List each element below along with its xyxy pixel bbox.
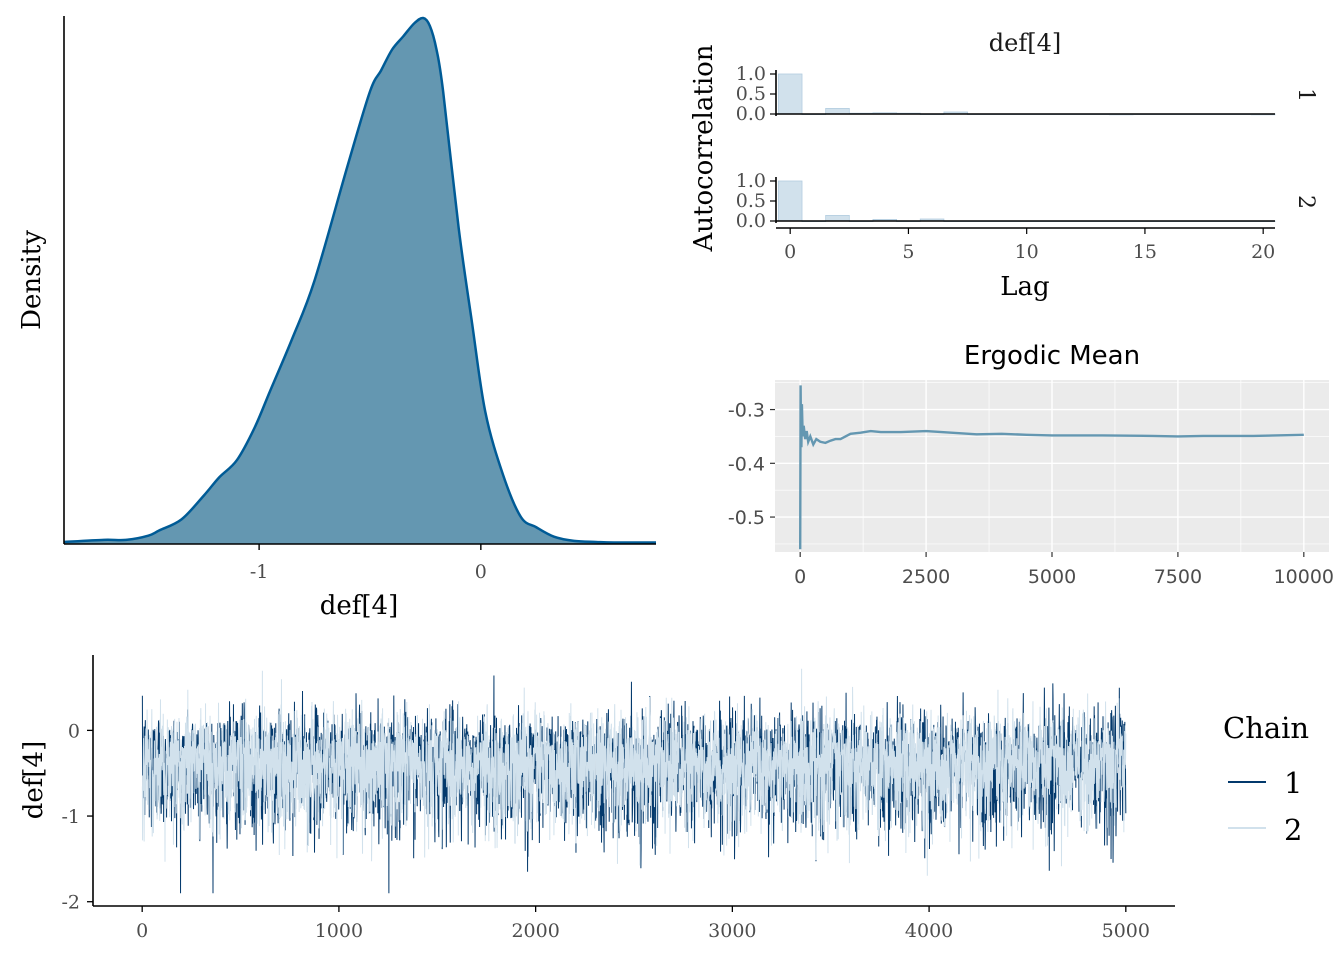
trace-x-tick-label: 1000: [315, 920, 363, 942]
trace-legend: Chain 1 2: [1223, 711, 1309, 847]
acf-y-tick-label: 1.0: [736, 63, 766, 85]
ergodic-x-tick-label: 2500: [902, 566, 950, 588]
ergodic-x-tick-label: 5000: [1028, 566, 1076, 588]
legend-label-chain-2: 2: [1284, 813, 1302, 847]
trace-panel: 0 1000 2000 3000 4000 5000 0 -1 -2 def[4] Chain …: [19, 655, 1309, 942]
ergodic-y-tick-label: -0.4: [728, 453, 765, 475]
acf-x-tick-label: 10: [1015, 241, 1039, 263]
acf-x-label: Lag: [1000, 272, 1049, 302]
ergodic-y-tick-label: -0.5: [728, 507, 765, 529]
trace-y-tick-label: -2: [61, 892, 80, 914]
ergodic-mean-line: [799, 385, 1304, 550]
density-y-label: Density: [17, 230, 47, 330]
trace-x-tick-label: 4000: [905, 920, 953, 942]
legend-label-chain-1: 1: [1284, 766, 1302, 800]
density-x-label: def[4]: [320, 591, 398, 621]
acf-y-tick-label: 0.5: [736, 83, 766, 105]
acf-facet-chain-1: 0.00.51.0 1: [736, 63, 1318, 125]
acf-x-tick-label: 20: [1251, 241, 1275, 263]
acf-facet-chain-2: 0.00.51.0 2: [736, 170, 1318, 232]
trace-y-tick-label: -1: [61, 806, 80, 828]
acf-y-tick-label: 0.0: [736, 103, 766, 125]
trace-y-label: def[4]: [19, 741, 49, 819]
acf-facet-strip-label: 1: [1293, 88, 1318, 102]
density-x-tick-label: 0: [475, 561, 487, 583]
density-area: [64, 17, 656, 544]
acf-facet-strip-label: 2: [1293, 195, 1318, 209]
acf-y-tick-label: 0.5: [736, 190, 766, 212]
trace-x-tick-label: 3000: [708, 920, 756, 942]
ergodic-x-tick-label: 0: [794, 566, 806, 588]
acf-bar: [825, 214, 850, 222]
ergodic-x-tick-label: 10000: [1274, 566, 1334, 588]
acf-bar: [777, 180, 803, 222]
ergodic-ticks: 0 2500 5000 7500 10000 -0.3 -0.4 -0.5: [728, 400, 1334, 588]
density-panel: -1 0 def[4] Density: [17, 16, 657, 621]
ergodic-mean-title: Ergodic Mean: [964, 341, 1140, 371]
acf-strip-title: def[4]: [989, 29, 1061, 57]
trace-line-chain-2: [141, 668, 1127, 876]
acf-bar: [777, 73, 803, 115]
density-x-tick-label: -1: [250, 561, 269, 583]
ergodic-mean-panel: Ergodic Mean 0 2500 5000 7500 10000 -0.3 -0.4 -…: [728, 341, 1334, 588]
trace-ticks: 0 1000 2000 3000 4000 5000 0 -1 -2: [61, 720, 1150, 942]
ergodic-x-tick-label: 7500: [1154, 566, 1202, 588]
ergodic-grid: [775, 380, 1329, 552]
trace-x-tick-label: 2000: [511, 920, 559, 942]
trace-x-tick-label: 5000: [1102, 920, 1150, 942]
density-curve: [63, 16, 657, 544]
acf-x-tick-label: 15: [1133, 241, 1157, 263]
trace-x-tick-label: 0: [136, 920, 148, 942]
acf-y-label: Autocorrelation: [689, 44, 719, 252]
acf-y-tick-label: 1.0: [736, 170, 766, 192]
acf-bar: [825, 108, 850, 115]
acf-x-tick-label: 5: [902, 241, 914, 263]
density-x-ticks: -1 0: [250, 544, 487, 583]
acf-y-tick-label: 0.0: [736, 210, 766, 232]
acf-x-ticks: 0 5 10 15 20: [784, 228, 1275, 263]
ergodic-y-tick-label: -0.3: [728, 400, 765, 422]
acf-x-tick-label: 0: [784, 241, 796, 263]
legend-title: Chain: [1223, 711, 1309, 745]
trace-y-tick-label: 0: [68, 720, 80, 742]
autocorrelation-panel: def[4] 0.00.51.01 0.00.51.02 0 5 10 15 20 La…: [689, 29, 1318, 302]
